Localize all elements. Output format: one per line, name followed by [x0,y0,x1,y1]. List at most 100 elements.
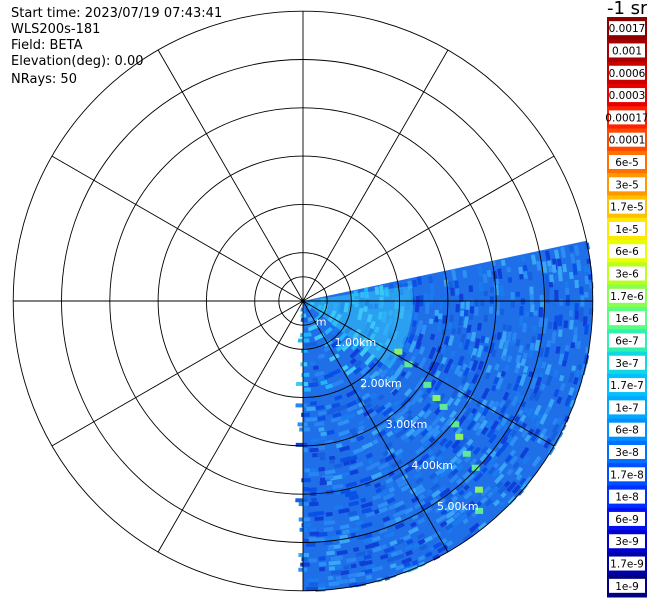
sector-cell [410,521,417,528]
azimuth-spoke [157,49,304,302]
sector-cell [375,487,383,494]
sector-cell [423,495,433,504]
sector-cell [330,416,342,423]
sector-cell [302,448,308,453]
sector-cell [319,480,328,486]
sector-cell [434,449,443,458]
sector-cell [364,378,373,386]
sector-cell [335,443,343,449]
sector-cell [377,490,389,498]
hotspot [439,403,448,410]
sector-cell [579,286,584,295]
sector-cell [470,331,477,342]
sector-cell [515,473,523,481]
colorbar-label-box [609,355,645,370]
sector-cell [320,379,328,386]
sector-cell [322,372,334,380]
sector-cell [339,523,350,530]
sector-cell [495,424,502,432]
sector-cell [550,430,559,441]
colorbar-label-box [609,110,645,125]
sector-cell [509,339,515,347]
colorbar-label-box [609,511,645,526]
sector-cell [421,439,431,448]
sector-cell [470,373,479,386]
sector-cell [355,461,364,468]
sector-cell [529,312,534,318]
sector-cell [520,483,528,492]
sector-cell [487,466,496,476]
sector-cell [523,270,528,279]
sector-cell [579,308,584,319]
sector-cell [500,441,510,452]
sector-cell [345,481,358,488]
sector-cell [553,249,560,259]
sector-cell [570,253,576,264]
sector-cell [524,434,532,442]
sector-cell [357,419,366,427]
sector-cell [439,487,451,498]
sector-cell [425,385,434,394]
sector-cell [490,287,495,293]
sector-cell [500,259,506,267]
sector-cell [317,410,328,416]
sector-cell [342,529,350,535]
sector-cell [394,415,405,425]
sector-cell [530,413,537,421]
sector-cell [543,405,552,416]
sector-cell [429,294,434,306]
sector-cell [376,506,389,515]
sector-cell [430,415,442,427]
sector-cell [313,365,319,371]
sector-cell [481,387,490,400]
sector-cell [308,471,320,477]
sector-cell [490,420,500,431]
sector-cell [361,507,373,514]
sector-cell [484,372,491,380]
sector-cell [518,315,524,327]
sector-cell [462,532,474,543]
sector-cell [416,276,423,286]
sector-cell [363,554,373,560]
sector-cell [429,367,437,376]
sector-cell [315,537,325,543]
sector-cell [394,504,407,513]
sector-cell [449,363,456,370]
sector-cell [576,259,582,272]
sector-cell [325,383,334,390]
sector-cell [416,512,425,519]
sector-cell [509,455,519,466]
sector-cell [449,455,459,465]
sector-cell [312,453,318,458]
sector-cell [319,567,326,572]
sector-cell [389,539,398,547]
sector-cell [391,388,399,397]
sector-cell [517,409,524,416]
sector-cell [299,427,311,432]
sector-cell [349,458,357,465]
sector-cell [411,513,419,520]
sector-cell [508,415,515,422]
sector-cell [295,381,309,386]
sector-cell [298,502,310,507]
sector-cell [459,293,464,303]
sector-cell [364,353,376,366]
signal-hotspots [394,348,484,514]
sector-cell [419,422,429,432]
sector-cell [461,375,469,385]
sector-cell [403,437,411,444]
range-label: 5.00km [437,500,479,513]
hotspot [394,348,403,355]
sector-cell [434,369,442,379]
colorbar-label-box [609,177,645,192]
azimuth-spoke [302,300,449,553]
colorbar-label-box [609,445,645,459]
sector-cell [548,266,553,273]
sector-cell [372,404,381,412]
sector-cell [483,314,489,323]
sector-cell [431,489,441,499]
sector-cell [353,366,363,375]
sector-cell [522,365,529,374]
sector-cell [528,349,534,359]
sector-cell [360,497,367,503]
